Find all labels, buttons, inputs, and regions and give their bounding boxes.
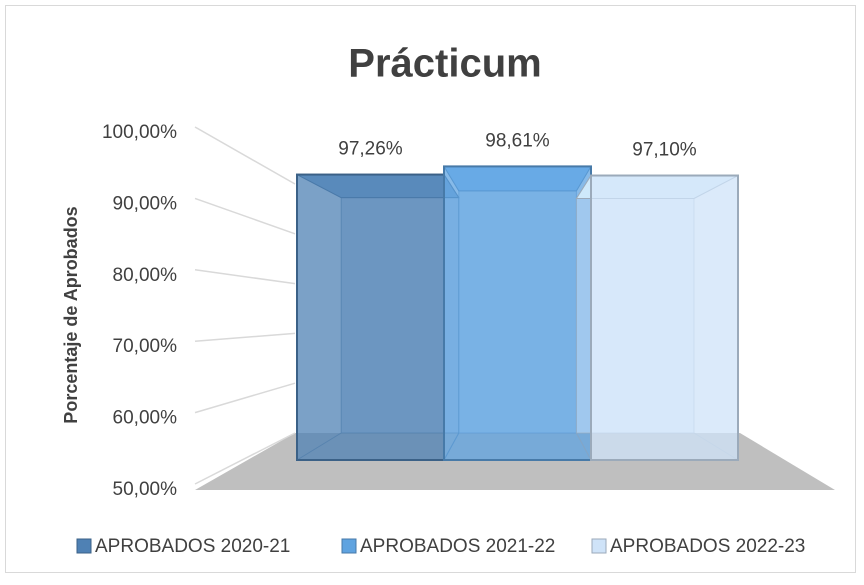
- grid-line: [194, 382, 296, 414]
- value-label: 97,10%: [632, 140, 697, 161]
- grid-line: [194, 432, 296, 485]
- bar: [296, 173, 445, 462]
- y-tick-label: 80,00%: [113, 265, 178, 286]
- y-tick-label: 70,00%: [113, 336, 178, 357]
- legend-label: APROBADOS 2021-22: [360, 536, 555, 557]
- grid-line: [194, 126, 296, 185]
- legend-swatch: [341, 538, 357, 554]
- bar: [443, 165, 592, 461]
- chart-title: Prácticum: [348, 42, 541, 86]
- bar: [590, 174, 739, 462]
- y-tick-label: 100,00%: [102, 122, 177, 143]
- value-label: 98,61%: [485, 130, 550, 151]
- y-tick-label: 90,00%: [113, 193, 178, 214]
- grid-line: [194, 332, 296, 342]
- grid-line: [194, 197, 296, 235]
- legend-label: APROBADOS 2022-23: [610, 536, 805, 557]
- y-axis-label: Porcentaje de Aprobados: [61, 206, 81, 423]
- grid-line: [194, 269, 296, 285]
- legend-swatch: [591, 538, 607, 554]
- y-tick-label: 50,00%: [113, 479, 178, 500]
- legend-label: APROBADOS 2020-21: [95, 536, 290, 557]
- legend-swatch: [76, 538, 92, 554]
- value-label: 97,26%: [338, 139, 403, 160]
- bar-edge: [575, 432, 592, 461]
- y-tick-label: 60,00%: [113, 408, 178, 429]
